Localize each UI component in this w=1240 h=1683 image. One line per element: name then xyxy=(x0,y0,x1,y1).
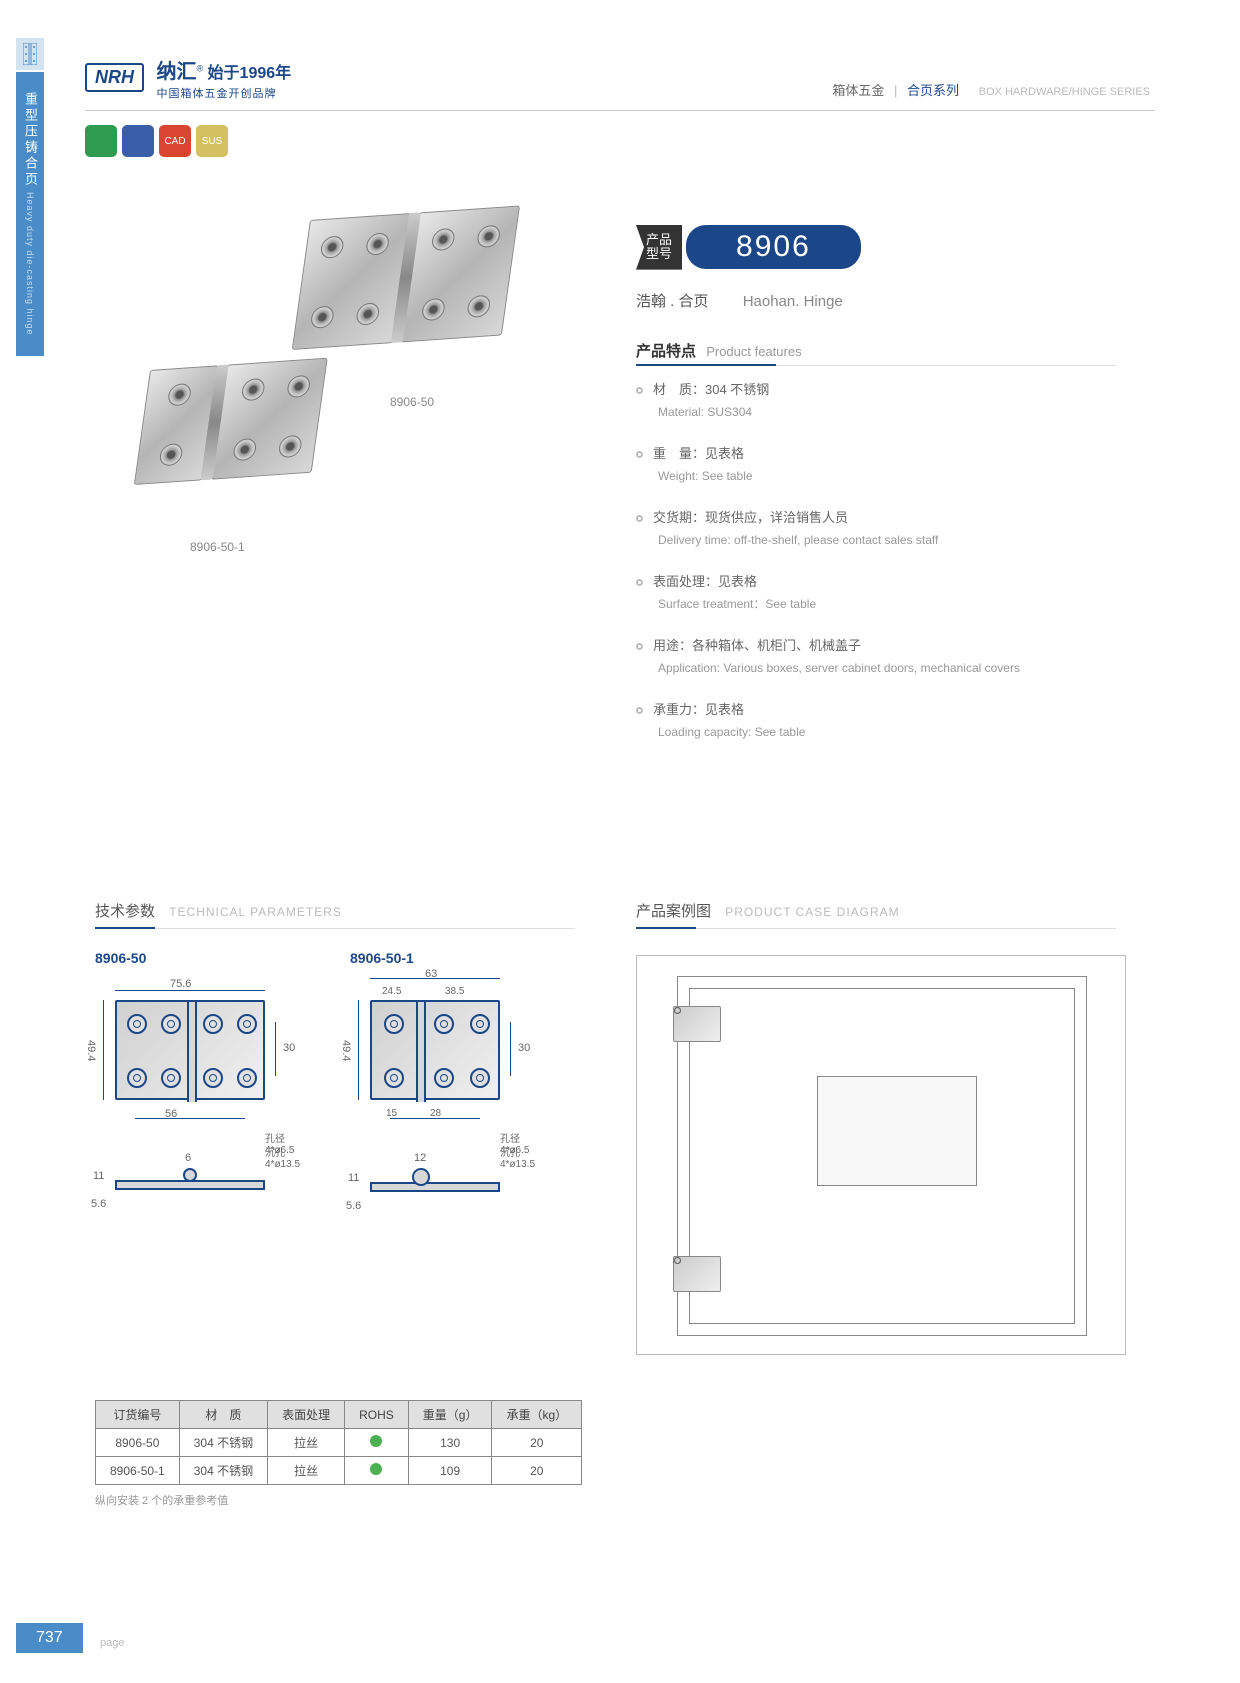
dim-a-w: 75.6 xyxy=(170,978,191,990)
model-label: 产品 型号 xyxy=(636,225,682,270)
tech-title-cn: 技术参数 xyxy=(95,903,155,920)
badge-icon: CAD xyxy=(159,125,191,157)
dim-a-11: 11 xyxy=(93,1170,104,1182)
table-cell xyxy=(345,1429,409,1457)
feature-item: 交货期：现货供应，详洽销售人员Delivery time: off-the-sh… xyxy=(636,508,1126,550)
spec-table: 订货编号材 质表面处理ROHS重量（g）承重（kg） 8906-50304 不锈… xyxy=(95,1400,582,1485)
dim-a-56b: 5.6 xyxy=(91,1198,106,1210)
tech-divider xyxy=(95,928,575,929)
dim-b-w1: 24.5 xyxy=(382,986,401,997)
dim-a-h30: 30 xyxy=(283,1042,295,1054)
logo-sub: 中国箱体五金开创品牌 xyxy=(156,88,276,100)
case-divider xyxy=(636,928,1116,929)
tech-title: 技术参数 TECHNICAL PARAMETERS xyxy=(95,900,342,921)
subtitle-cn: 浩翰 . 合页 xyxy=(636,293,709,310)
table-cell: 304 不锈钢 xyxy=(179,1457,267,1485)
img-label-b: 8906-50-1 xyxy=(190,540,245,554)
logo-reg: ® xyxy=(196,64,203,74)
logo-brand: NRH xyxy=(85,63,144,92)
dim-b-h: 49.4 xyxy=(340,1040,352,1061)
dim-b-note2: 沉孔 4*ø13.5 xyxy=(500,1144,535,1170)
logo-area: NRH 纳汇® 始于1996年 中国箱体五金开创品牌 xyxy=(85,55,291,102)
dim-b-w2: 38.5 xyxy=(445,986,464,997)
drawing-b-label: 8906-50-1 xyxy=(350,950,414,966)
side-category-icon xyxy=(16,38,44,70)
table-note: 纵向安装 2 个的承重参考值 xyxy=(95,1492,228,1508)
model-tag: 产品 型号 8906 xyxy=(636,225,861,270)
case-diagram xyxy=(636,955,1126,1355)
tech-title-en: TECHNICAL PARAMETERS xyxy=(169,905,342,919)
dim-b-11: 11 xyxy=(348,1172,359,1184)
table-cell: 304 不锈钢 xyxy=(179,1429,267,1457)
dim-b-56: 5.6 xyxy=(346,1200,361,1212)
badge-icon: SUS xyxy=(196,125,228,157)
dim-a-pin: 6 xyxy=(185,1152,191,1164)
table-cell: 130 xyxy=(408,1429,492,1457)
features-title-en: Product features xyxy=(706,344,801,359)
table-header: 材 质 xyxy=(179,1401,267,1429)
table-row: 8906-50-1304 不锈钢拉丝 10920 xyxy=(96,1457,582,1485)
table-cell: 8906-50 xyxy=(96,1429,180,1457)
drawing-a: 75.6 49.4 30 56 孔径 4*ø6.5 沉孔 4*ø13.5 6 1… xyxy=(115,1000,265,1100)
header-category: 箱体五金 | 合页系列 BOX HARDWARE/HINGE SERIES xyxy=(832,80,1150,99)
table-cell: 拉丝 xyxy=(268,1457,345,1485)
case-title: 产品案例图 PRODUCT CASE DIAGRAM xyxy=(636,900,900,921)
side-tab: 重型压铸合页 Heavy duty die-casting hinge xyxy=(16,72,44,356)
drawing-b: 63 24.5 38.5 49.4 30 15 28 孔径 4*ø6.5 沉孔 … xyxy=(370,1000,500,1100)
header-cn2: 合页系列 xyxy=(907,83,959,98)
img-label-a: 8906-50 xyxy=(390,395,434,409)
header-en: BOX HARDWARE/HINGE SERIES xyxy=(979,86,1150,98)
feature-item: 承重力：见表格Loading capacity: See table xyxy=(636,700,1126,742)
badge-icon xyxy=(85,125,117,157)
table-cell: 8906-50-1 xyxy=(96,1457,180,1485)
table-header: 表面处理 xyxy=(268,1401,345,1429)
table-header: 承重（kg） xyxy=(492,1401,582,1429)
feature-item: 材 质：304 不锈钢Material: SUS304 xyxy=(636,380,1126,422)
side-tab-en: Heavy duty die-casting hinge xyxy=(25,192,35,336)
case-title-cn: 产品案例图 xyxy=(636,903,711,920)
page-label: page xyxy=(100,1637,124,1649)
model-number: 8906 xyxy=(686,225,861,269)
product-subtitle: 浩翰 . 合页 Haohan. Hinge xyxy=(636,290,843,311)
table-header: ROHS xyxy=(345,1401,409,1429)
sep: | xyxy=(894,83,897,98)
dim-b-h30: 30 xyxy=(518,1042,530,1054)
logo-cn: 纳汇 xyxy=(156,61,196,83)
features-divider xyxy=(636,365,1116,366)
table-header-row: 订货编号材 质表面处理ROHS重量（g）承重（kg） xyxy=(96,1401,582,1429)
feature-item: 表面处理：见表格Surface treatment：See table xyxy=(636,572,1126,614)
drawing-a-label: 8906-50 xyxy=(95,950,146,966)
features-title: 产品特点 Product features xyxy=(636,340,802,361)
table-body: 8906-50304 不锈钢拉丝 13020 8906-50-1304 不锈钢拉丝 1… xyxy=(96,1429,582,1485)
features-title-cn: 产品特点 xyxy=(636,343,696,360)
page-number: 737 xyxy=(16,1623,83,1653)
table-cell xyxy=(345,1457,409,1485)
table-cell: 20 xyxy=(492,1429,582,1457)
subtitle-en: Haohan. Hinge xyxy=(743,293,843,310)
dim-a-note2: 沉孔 4*ø13.5 xyxy=(265,1144,300,1170)
table-header: 重量（g） xyxy=(408,1401,492,1429)
table-cell: 109 xyxy=(408,1457,492,1485)
header-cn1: 箱体五金 xyxy=(832,83,884,98)
feature-item: 用途：各种箱体、机柜门、机械盖子Application: Various box… xyxy=(636,636,1126,678)
table-header: 订货编号 xyxy=(96,1401,180,1429)
table-cell: 20 xyxy=(492,1457,582,1485)
header-divider xyxy=(85,110,1155,111)
dim-a-h: 49.4 xyxy=(85,1040,97,1061)
dim-b-pin: 12 xyxy=(414,1152,426,1164)
table-row: 8906-50304 不锈钢拉丝 13020 xyxy=(96,1429,582,1457)
table-cell: 拉丝 xyxy=(268,1429,345,1457)
product-image: 8906-50 8906-50-1 xyxy=(130,210,570,590)
badge-icon xyxy=(122,125,154,157)
feature-item: 重 量：见表格Weight: See table xyxy=(636,444,1126,486)
features-list: 材 质：304 不锈钢Material: SUS304 重 量：见表格Weight… xyxy=(636,380,1126,764)
badges-row: CADSUS xyxy=(85,125,228,157)
logo-year: 始于1996年 xyxy=(208,65,292,82)
case-title-en: PRODUCT CASE DIAGRAM xyxy=(725,905,899,919)
side-tab-cn: 重型压铸合页 xyxy=(23,92,38,188)
